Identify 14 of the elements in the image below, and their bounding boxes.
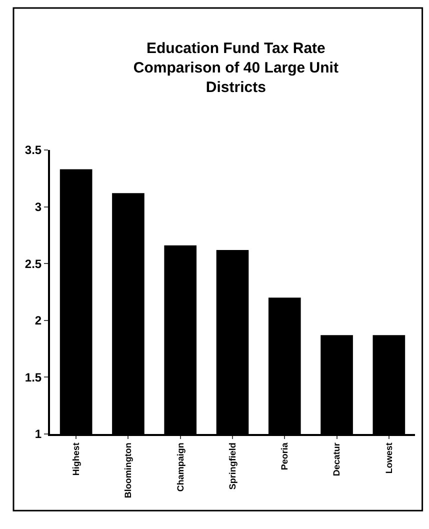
x-tick-label: Decatur [332,442,342,476]
x-tick-label: Bloomington [123,442,134,498]
chart-title: Education Fund Tax Rate Comparison of 40 Large Unit Districts [133,40,338,96]
x-tick-label: Peoria [280,442,290,470]
x-tick-label: Champaign [175,442,186,492]
x-tick-label: Springfield [227,442,238,490]
y-tick-label: 3 [34,200,42,214]
y-tick-label: 2.5 [24,256,42,271]
y-tick-label: 3.5 [24,143,42,158]
x-tick-label: Highest [70,442,81,476]
y-tick-label: 2 [34,314,42,328]
x-tick-label: Lowest [384,442,394,474]
y-tick-label: 1.5 [24,370,42,384]
y-tick-label: 1 [34,427,42,442]
